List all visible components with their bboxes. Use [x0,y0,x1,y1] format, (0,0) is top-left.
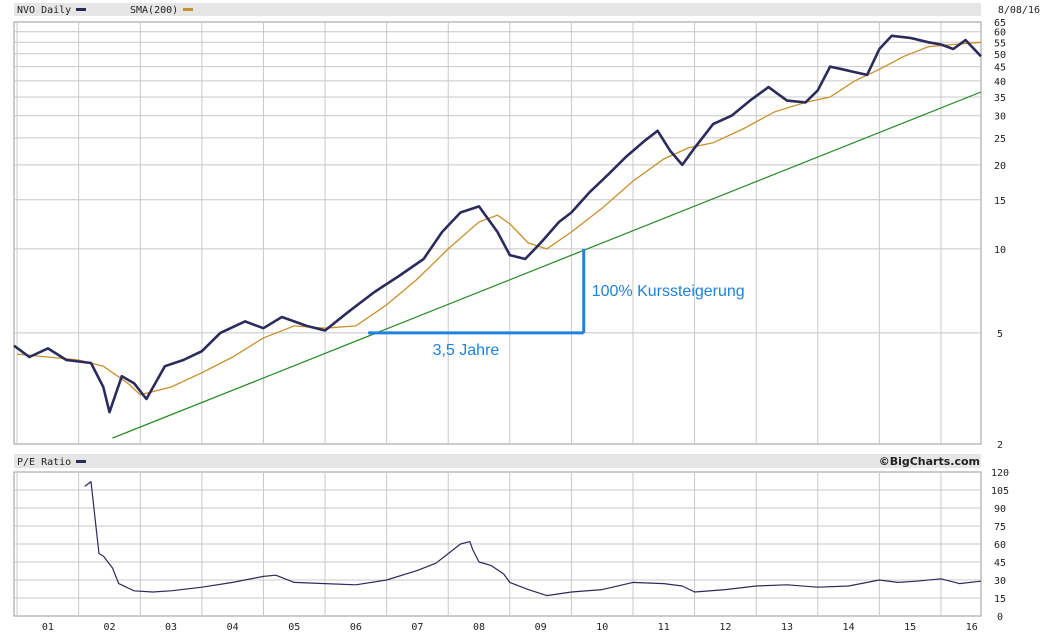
x-axis: 01 02 03 04 05 06 07 08 09 10 11 12 13 14 15 16 [42,622,978,633]
pe-y-tick-label: 90 [994,504,1006,515]
pe-y-tick-label: 75 [994,522,1006,533]
x-tick-label: 07 [411,622,423,633]
x-tick-label: 05 [288,622,300,633]
x-tick-label: 16 [966,622,978,633]
series-legend-swatch [76,8,86,11]
pe-y-tick-label: 0 [997,612,1003,623]
pe-ratio-line [84,481,982,597]
series-label: NVO Daily [17,5,71,16]
x-tick-label: 12 [719,622,731,633]
x-tick-label: 08 [473,622,485,633]
chart-date: 8/08/16 [998,5,1040,16]
x-tick-label: 11 [658,622,670,633]
header-band [14,3,981,16]
price-y-tick-label: 65 [994,18,1006,29]
price-y-tick-label: 40 [994,77,1006,88]
price-y-tick-label: 10 [994,245,1006,256]
sma-legend-swatch [183,8,193,11]
trend-line [112,91,982,439]
price-y-tick-label: 55 [994,38,1006,49]
pe-axis: 0 15 30 45 60 75 90 105 120 [991,468,1009,623]
pe-plot [84,481,982,597]
pe-legend-swatch [76,460,86,463]
price-y-tick-label: 2 [997,440,1003,451]
x-tick-label: 04 [227,622,239,633]
x-tick-label: 02 [103,622,115,633]
sma-label: SMA(200) [130,5,178,16]
pe-y-tick-label: 45 [994,558,1006,569]
sma-200-line [17,41,982,396]
price-y-tick-label: 5 [997,329,1003,340]
pe-y-tick-label: 120 [991,468,1009,479]
brand-label: ©BigCharts.com [879,455,980,468]
price-y-tick-label: 35 [994,93,1006,104]
x-tick-label: 13 [781,622,793,633]
pe-grid [14,472,981,616]
x-tick-label: 01 [42,622,54,633]
price-y-tick-label: 45 [994,63,1006,74]
price-y-tick-label: 20 [994,161,1006,172]
annotation-vertical-label: 100% Kurssteigerung [592,283,745,300]
price-y-tick-label: 50 [994,50,1006,61]
pe-y-tick-label: 105 [991,486,1009,497]
x-tick-label: 10 [596,622,608,633]
pe-header-band [14,454,981,468]
pe-y-tick-label: 15 [994,594,1006,605]
pe-y-tick-label: 60 [994,540,1006,551]
x-tick-label: 15 [904,622,916,633]
price-y-tick-label: 30 [994,112,1006,123]
pe-label: P/E Ratio [17,457,71,468]
price-y-tick-label: 15 [994,196,1006,207]
pe-y-tick-label: 30 [994,576,1006,587]
x-tick-label: 06 [350,622,362,633]
price-grid [14,22,981,444]
annotation-horizontal-label: 3,5 Jahre [433,342,500,359]
price-y-tick-label: 25 [994,134,1006,145]
price-line [13,34,982,414]
price-y-tick-label: 60 [994,28,1006,39]
price-plot: 3,5 Jahre 100% Kurssteigerung [13,34,982,439]
x-tick-label: 14 [843,622,855,633]
x-tick-label: 03 [165,622,177,633]
x-tick-label: 09 [535,622,547,633]
